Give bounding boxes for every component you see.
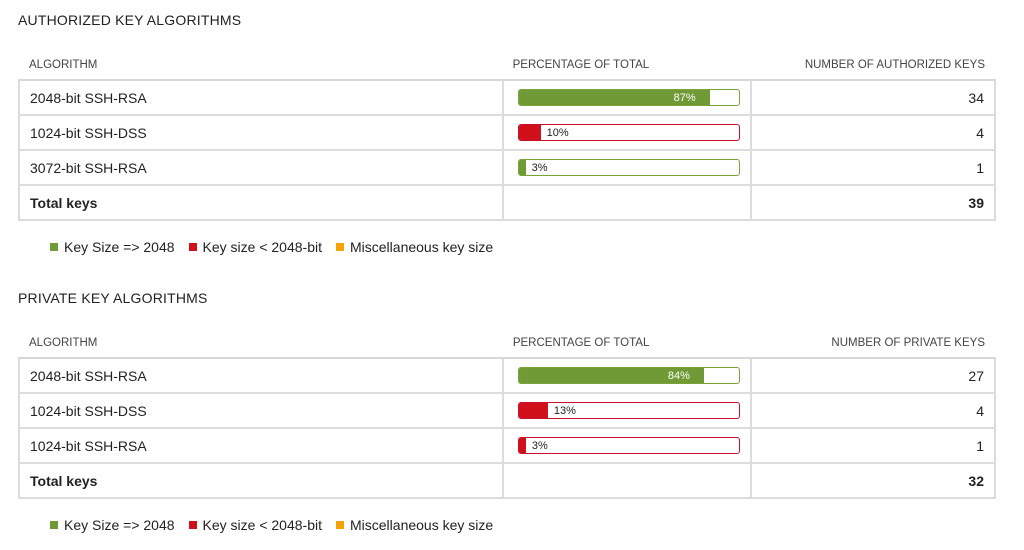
percentage-bar-fill	[518, 125, 541, 140]
count-cell: 1	[749, 150, 997, 186]
algorithm-cell: 1024-bit SSH-DSS	[18, 115, 504, 151]
legend-item-large-key: Key Size => 2048	[50, 239, 175, 255]
column-header-percentage[interactable]: PERCENTAGE OF TOTAL	[502, 50, 751, 81]
percentage-bar-fill	[518, 403, 548, 418]
percentage-bar: 10%	[517, 124, 740, 141]
column-header-percentage[interactable]: PERCENTAGE OF TOTAL	[502, 328, 751, 359]
percentage-bar: 13%	[517, 402, 740, 419]
total-row: Total keys 39	[18, 185, 997, 221]
column-header-count[interactable]: NUMBER OF AUTHORIZED KEYS	[750, 50, 995, 81]
algorithm-cell: 2048-bit SSH-RSA	[18, 80, 504, 116]
percentage-label: 13%	[553, 405, 576, 417]
column-header-count[interactable]: NUMBER OF PRIVATE KEYS	[750, 328, 995, 359]
percentage-cell: 13%	[501, 393, 752, 429]
legend-item-misc-key: Miscellaneous key size	[336, 239, 493, 255]
total-empty-cell	[501, 463, 752, 499]
total-value: 39	[749, 185, 997, 221]
algorithm-cell: 2048-bit SSH-RSA	[18, 358, 504, 394]
percentage-bar: 87%	[517, 89, 740, 106]
column-header-algorithm[interactable]: ALGORITHM	[19, 328, 503, 359]
legend-label: Miscellaneous key size	[350, 239, 494, 255]
percentage-cell: 84%	[501, 358, 752, 394]
percentage-bar-fill	[518, 90, 710, 105]
count-cell: 1	[749, 428, 997, 464]
percentage-label: 84%	[667, 370, 690, 382]
legend: Key Size => 2048 Key size < 2048-bit Mis…	[50, 239, 507, 255]
total-label: Total keys	[18, 185, 504, 221]
total-empty-cell	[501, 185, 752, 221]
legend-label: Key size < 2048-bit	[202, 239, 322, 255]
legend-swatch-green	[50, 521, 58, 529]
algorithm-cell: 1024-bit SSH-DSS	[18, 393, 504, 429]
table-header-row: ALGORITHM PERCENTAGE OF TOTAL NUMBER OF …	[19, 50, 995, 81]
legend-item-misc-key: Miscellaneous key size	[336, 517, 493, 533]
legend-swatch-red	[188, 243, 197, 251]
percentage-label: 10%	[546, 127, 569, 139]
percentage-bar-fill	[518, 438, 526, 453]
percentage-bar: 3%	[517, 159, 740, 176]
table-row: 2048-bit SSH-RSA 84% 27	[18, 358, 997, 394]
count-cell: 34	[749, 80, 997, 116]
legend: Key Size => 2048 Key size < 2048-bit Mis…	[50, 517, 507, 533]
percentage-cell: 3%	[501, 150, 752, 186]
percentage-label: 87%	[673, 92, 696, 104]
legend-label: Key Size => 2048	[64, 517, 175, 533]
legend-item-large-key: Key Size => 2048	[50, 517, 175, 533]
legend-swatch-orange	[336, 243, 344, 251]
legend-label: Miscellaneous key size	[350, 517, 494, 533]
percentage-label: 3%	[531, 440, 548, 452]
legend-swatch-orange	[336, 521, 344, 529]
percentage-bar-fill	[518, 368, 704, 383]
algorithm-cell: 1024-bit SSH-RSA	[18, 428, 504, 464]
table-row: 1024-bit SSH-DSS 13% 4	[18, 393, 997, 429]
legend-label: Key Size => 2048	[64, 239, 175, 255]
legend-label: Key size < 2048-bit	[202, 517, 322, 533]
legend-swatch-green	[50, 243, 58, 251]
percentage-label: 3%	[531, 162, 548, 174]
total-value: 32	[749, 463, 997, 499]
table-row: 3072-bit SSH-RSA 3% 1	[18, 150, 997, 186]
count-cell: 4	[749, 393, 997, 429]
table-row: 2048-bit SSH-RSA 87% 34	[18, 80, 997, 116]
column-header-algorithm[interactable]: ALGORITHM	[19, 50, 503, 81]
algorithm-cell: 3072-bit SSH-RSA	[18, 150, 504, 186]
legend-item-small-key: Key size < 2048-bit	[188, 239, 322, 255]
count-cell: 4	[749, 115, 997, 151]
percentage-cell: 87%	[501, 80, 752, 116]
legend-swatch-red	[188, 521, 197, 529]
private-keys-title: PRIVATE KEY ALGORITHMS	[18, 290, 208, 306]
table-row: 1024-bit SSH-RSA 3% 1	[18, 428, 997, 464]
percentage-bar: 84%	[517, 367, 740, 384]
legend-item-small-key: Key size < 2048-bit	[188, 517, 322, 533]
private-keys-table: ALGORITHM PERCENTAGE OF TOTAL NUMBER OF …	[18, 328, 997, 499]
authorized-keys-table: ALGORITHM PERCENTAGE OF TOTAL NUMBER OF …	[18, 50, 997, 221]
percentage-bar-fill	[518, 160, 526, 175]
percentage-cell: 10%	[501, 115, 752, 151]
total-label: Total keys	[18, 463, 504, 499]
total-row: Total keys 32	[18, 463, 997, 499]
percentage-bar: 3%	[517, 437, 740, 454]
table-header-row: ALGORITHM PERCENTAGE OF TOTAL NUMBER OF …	[19, 328, 995, 359]
authorized-keys-title: AUTHORIZED KEY ALGORITHMS	[18, 12, 242, 28]
count-cell: 27	[749, 358, 997, 394]
table-row: 1024-bit SSH-DSS 10% 4	[18, 115, 997, 151]
percentage-cell: 3%	[501, 428, 752, 464]
